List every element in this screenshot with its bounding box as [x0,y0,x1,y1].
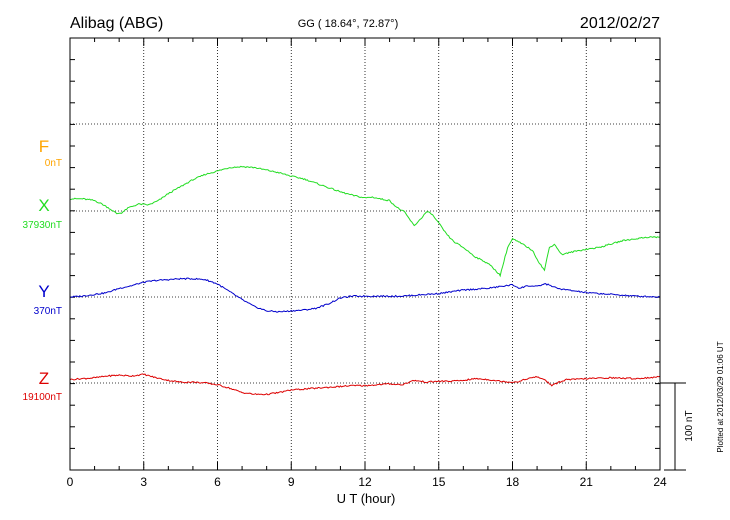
plotted-at-note: Plotted at 2012/03/29 01:06 UT [716,341,725,452]
series-baseline-f: 0nT [45,158,62,169]
x-tick-label: 24 [653,475,667,489]
x-tick-label: 9 [288,475,295,489]
x-tick-label: 0 [67,475,74,489]
series-name-y: Y [38,282,49,301]
x-tick-label: 21 [580,475,594,489]
x-tick-label: 12 [358,475,372,489]
plot-frame [69,37,661,471]
x-tick-label: 3 [140,475,147,489]
series-line-z [69,373,661,396]
scale-bar-label: 100 nT [684,410,695,441]
series-name-f: F [39,137,49,156]
coordinates-label: GG ( 18.64°, 72.87°) [298,18,399,30]
tick-layer [69,38,661,470]
x-tick-label: 6 [214,475,221,489]
series-line-x [69,165,661,278]
date-label: 2012/02/27 [580,15,660,32]
series-layer [69,165,661,396]
series-name-x: X [38,196,49,215]
x-tick-labels: 0 3 6 9 12 15 18 21 24 [67,475,667,489]
x-axis-label: U T (hour) [337,491,396,506]
station-title: Alibag (ABG) [70,15,163,32]
x-tick-label: 15 [432,475,446,489]
grid-layer [70,38,660,470]
series-baseline-y: 370nT [34,306,62,317]
series-baseline-x: 37930nT [23,220,62,231]
series-baseline-z: 19100nT [23,392,62,403]
series-line-y [69,277,661,313]
x-tick-label: 18 [506,475,520,489]
series-name-z: Z [39,369,49,388]
